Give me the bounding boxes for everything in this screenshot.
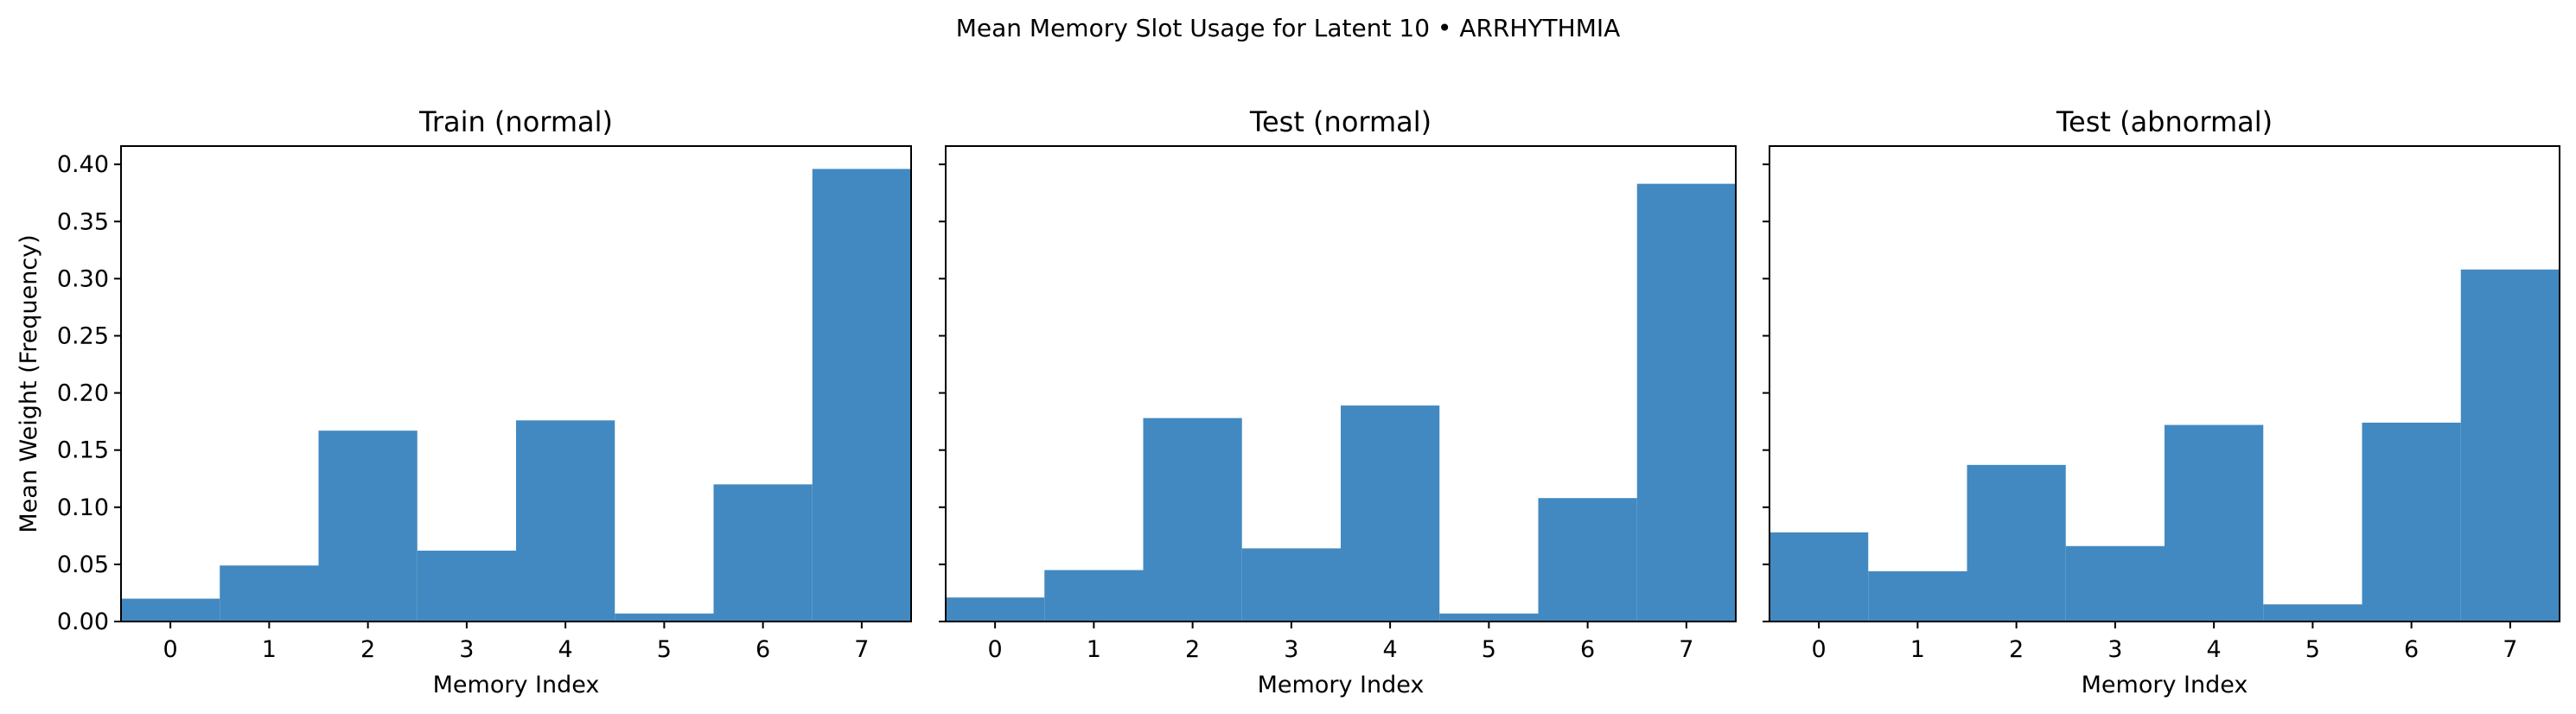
x-tick-label: 1 [262, 636, 277, 663]
bar-5 [1439, 613, 1539, 622]
bar-2 [318, 430, 418, 622]
bar-3 [2065, 545, 2165, 622]
x-tick-label: 6 [2404, 636, 2419, 663]
bar-0 [1769, 532, 1869, 622]
bar-3 [1241, 548, 1341, 622]
y-tick-label: 0.30 [57, 265, 109, 292]
x-tick-label: 0 [163, 636, 178, 663]
x-tick-label: 0 [988, 636, 1003, 663]
axes-frame [1769, 145, 2560, 622]
x-tick-label: 3 [459, 636, 474, 663]
x-tick-label: 7 [1679, 636, 1693, 663]
x-tick-label: 4 [2207, 636, 2222, 663]
bar-7 [812, 169, 911, 622]
x-tick-label: 1 [1910, 636, 1925, 663]
x-tick-label: 1 [1087, 636, 1101, 663]
y-tick-label: 0.15 [57, 437, 109, 464]
y-tick-label: 0.05 [57, 551, 109, 578]
x-tick-label: 2 [1185, 636, 1200, 663]
bar-1 [1044, 570, 1144, 622]
y-tick-label: 0.00 [57, 609, 109, 635]
x-tick-label: 6 [1580, 636, 1595, 663]
bar-6 [713, 484, 813, 622]
bar-6 [1538, 498, 1637, 622]
x-tick-label: 5 [657, 636, 672, 663]
bar-1 [220, 565, 319, 622]
bar-6 [2362, 422, 2461, 622]
y-tick-label: 0.40 [57, 151, 109, 178]
bar-2 [1967, 464, 2066, 622]
x-tick-label: 4 [1383, 636, 1398, 663]
panel-1: Test (normal) 0 1 2 3 4 5 6 7 Memory Index [939, 105, 1737, 698]
y-tick-label: 0.25 [57, 322, 109, 349]
bar-4 [1341, 405, 1440, 622]
figure-suptitle: Mean Memory Slot Usage for Latent 10 • A… [956, 14, 1621, 42]
bar-0 [121, 598, 220, 622]
axes-frame [945, 145, 1737, 622]
x-tick-label: 6 [756, 636, 770, 663]
x-tick-label: 2 [360, 636, 375, 663]
bar-4 [2165, 424, 2264, 622]
bar-7 [2460, 269, 2560, 622]
bar-3 [417, 551, 516, 622]
bar-4 [516, 420, 615, 622]
x-axis-label: Memory Index [433, 672, 600, 698]
bar-7 [1636, 183, 1736, 622]
bar-5 [615, 613, 714, 622]
x-tick-label: 4 [558, 636, 573, 663]
x-axis-label: Memory Index [1258, 672, 1425, 698]
panel-title: Test (normal) [1249, 105, 1431, 138]
x-tick-label: 7 [854, 636, 869, 663]
y-tick-label: 0.20 [57, 380, 109, 407]
x-tick-label: 2 [2009, 636, 2024, 663]
bar-2 [1143, 418, 1242, 622]
x-tick-label: 7 [2503, 636, 2517, 663]
x-tick-label: 5 [2305, 636, 2320, 663]
bar-1 [1868, 571, 1967, 622]
panels: Train (normal) 0 1 2 3 4 5 6 7 Memory Index 0.00 0.… [16, 105, 2560, 698]
y-tick-label: 0.35 [57, 208, 109, 235]
x-tick-label: 3 [2107, 636, 2122, 663]
x-tick-label: 5 [1482, 636, 1496, 663]
panel-2: Test (abnormal) 0 1 2 3 4 5 6 7 Memory Index [1763, 105, 2560, 698]
bar-5 [2263, 604, 2362, 622]
panel-title: Train (normal) [418, 105, 613, 138]
panel-0: Train (normal) 0 1 2 3 4 5 6 7 Memory Index 0.00 0.… [16, 105, 912, 698]
x-tick-label: 0 [1812, 636, 1827, 663]
panel-title: Test (abnormal) [2056, 105, 2273, 138]
y-tick-label: 0.10 [57, 494, 109, 521]
axes-frame [120, 145, 912, 622]
x-tick-label: 3 [1284, 636, 1298, 663]
x-axis-label: Memory Index [2082, 672, 2248, 698]
y-axis-label: Mean Weight (Frequency) [16, 234, 42, 532]
bar-0 [946, 597, 1045, 622]
